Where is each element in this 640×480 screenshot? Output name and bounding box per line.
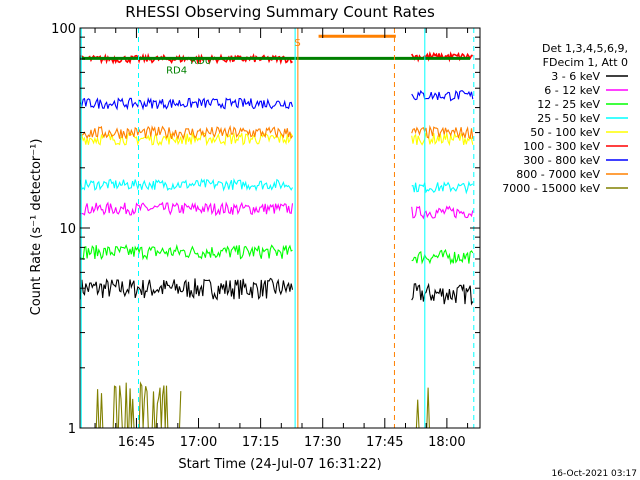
legend-label: 7000 - 15000 keV — [502, 182, 600, 195]
series-line — [411, 248, 474, 266]
legend-label: 6 - 12 keV — [544, 84, 600, 97]
y-axis-label: Count Rate (s⁻¹ detector⁻¹) — [29, 139, 44, 316]
x-tick-label: 17:45 — [366, 435, 403, 450]
x-axis-label: Start Time (24-Jul-07 16:31:22) — [178, 457, 381, 472]
timestamp: 16-Oct-2021 03:17 — [552, 469, 637, 479]
series-25-50-kev — [80, 177, 474, 195]
series-line — [80, 201, 294, 217]
series-50-100-kev — [80, 131, 474, 147]
series-300-800-kev — [80, 89, 474, 111]
legend-header: Det 1,3,4,5,6,9, — [542, 42, 628, 55]
series-6-12-kev — [80, 201, 474, 220]
annotation-label: RD4 — [166, 66, 187, 77]
y-tick-label: 1 — [68, 422, 76, 437]
x-tick-label: 18:00 — [428, 435, 465, 450]
x-tick-label: 17:15 — [242, 435, 279, 450]
annotation-label: S — [294, 38, 300, 49]
legend-label: 3 - 6 keV — [551, 70, 600, 83]
legend-label: 100 - 300 keV — [523, 140, 600, 153]
series-line — [411, 180, 474, 195]
chart-title: RHESSI Observing Summary Count Rates — [125, 3, 435, 21]
series-line — [411, 89, 474, 102]
series-800-7000-kev — [80, 124, 474, 141]
series-line — [80, 243, 293, 261]
legend-label: 25 - 50 keV — [537, 112, 600, 125]
series-3-6-kev — [80, 277, 474, 306]
x-tick-label: 16:45 — [118, 435, 155, 450]
series-line — [411, 124, 474, 140]
series-12-25-kev — [80, 243, 474, 266]
legend-label: 300 - 800 keV — [523, 154, 600, 167]
plot-frame — [79, 27, 481, 429]
series-line — [95, 381, 182, 429]
series-line — [411, 131, 474, 147]
series-line — [80, 177, 293, 192]
legend-header: FDecim 1, Att 0 — [543, 56, 628, 69]
legend-label: 50 - 100 keV — [530, 126, 600, 139]
legend: Det 1,3,4,5,6,9,FDecim 1, Att 03 - 6 keV… — [502, 42, 628, 195]
series-line — [411, 205, 474, 220]
y-tick-label: 10 — [59, 222, 76, 237]
y-tick-label: 100 — [51, 22, 76, 37]
series-line — [80, 124, 293, 141]
series-line — [411, 282, 474, 306]
series-line — [80, 96, 294, 111]
legend-label: 12 - 25 keV — [537, 98, 600, 111]
annotation-label: RD0 — [190, 56, 211, 67]
series-line — [413, 387, 430, 429]
x-tick-label: 17:00 — [180, 435, 217, 450]
series-7000-15000-kev — [95, 381, 430, 429]
series-line — [80, 277, 294, 301]
series-line — [80, 131, 293, 147]
x-tick-label: 17:30 — [304, 435, 341, 450]
legend-label: 800 - 7000 keV — [516, 168, 600, 181]
